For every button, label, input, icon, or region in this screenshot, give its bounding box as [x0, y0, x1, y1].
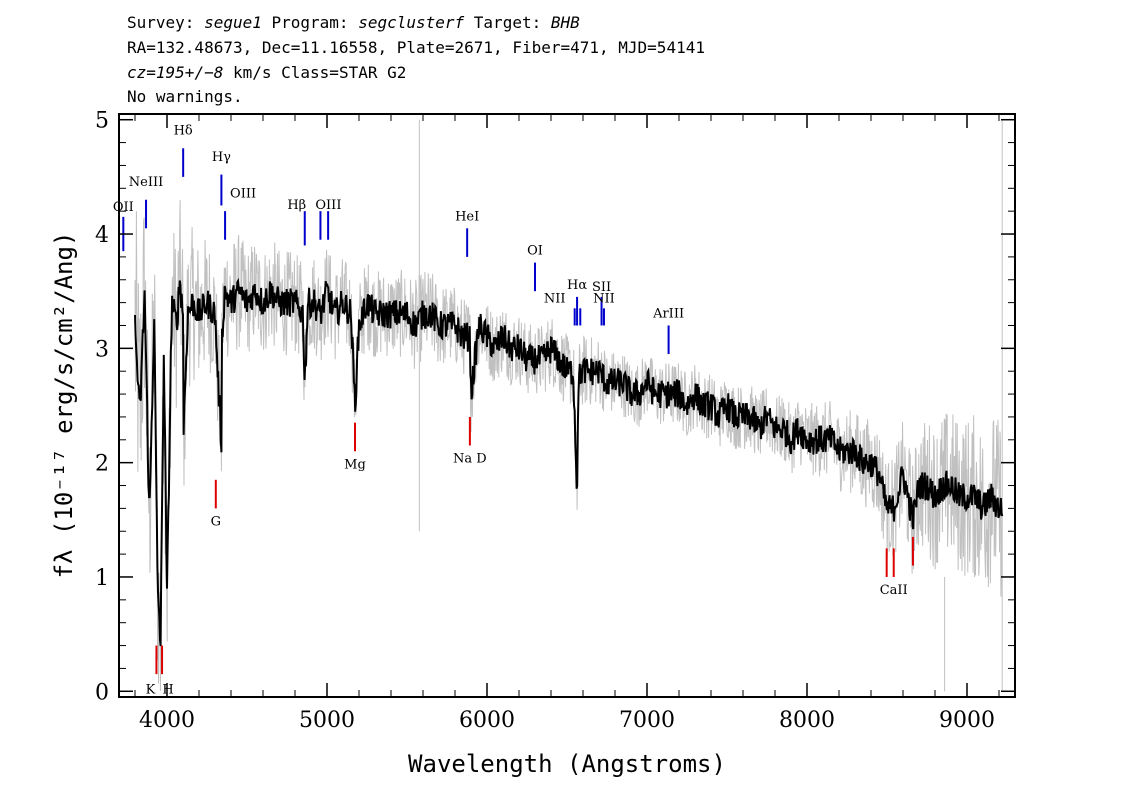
emission-line-label: NeIII — [129, 175, 163, 190]
emission-line-label: HeI — [455, 209, 479, 224]
emission-line-label: OIII — [230, 186, 256, 201]
absorption-line-label: Mg — [344, 457, 366, 472]
emission-line-label: Hγ — [212, 150, 231, 165]
absorption-line-label: CaII — [880, 583, 908, 598]
emission-line-label: NII — [544, 292, 566, 307]
y-tick-label: 4 — [95, 223, 109, 248]
x-tick-label: 9000 — [939, 708, 995, 733]
emission-line-label: Hα — [567, 278, 587, 293]
error-trace — [134, 199, 1003, 691]
axis-ticks — [119, 114, 1015, 697]
y-tick-label: 1 — [95, 566, 109, 591]
emission-line-label: SII — [592, 280, 611, 295]
header-line-4: No warnings. — [127, 87, 243, 106]
header-line-1: Survey: segue1 Program: segclusterf Targ… — [127, 13, 580, 32]
axis-tick-labels: 4000 5000 6000 7000 8000 9000 0 1 2 3 4 5 — [95, 109, 995, 733]
absorption-line-label: Na D — [453, 452, 487, 467]
plot-area — [134, 119, 1004, 692]
emission-line-label: OIII — [315, 198, 341, 213]
emission-line-label: OI — [527, 244, 543, 259]
header-line-3: cz=195+/−8 km/s Class=STAR G2 — [127, 63, 406, 82]
x-tick-label: 7000 — [619, 708, 675, 733]
header-line-2: RA=132.48673, Dec=11.16558, Plate=2671, … — [127, 38, 705, 57]
emission-line-label: NII — [593, 292, 615, 307]
absorption-line-label: K — [146, 683, 156, 698]
y-tick-label: 5 — [95, 109, 109, 134]
plot-frame — [118, 113, 1016, 698]
flux-line — [134, 277, 1004, 647]
x-tick-label: 5000 — [299, 708, 355, 733]
x-tick-label: 8000 — [779, 708, 835, 733]
x-axis-title: Wavelength (Angstroms) — [408, 750, 726, 778]
emission-line-label: Hδ — [174, 124, 193, 139]
x-tick-label: 6000 — [459, 708, 515, 733]
y-tick-label: 3 — [95, 337, 109, 362]
emission-line-label: ArIII — [652, 306, 684, 321]
y-tick-label: 2 — [95, 452, 109, 477]
absorption-line-label: H — [162, 683, 173, 698]
x-tick-label: 4000 — [139, 708, 195, 733]
y-tick-label: 0 — [95, 680, 109, 705]
absorption-line-label: G — [211, 515, 221, 530]
y-axis-title: fλ (10⁻¹⁷ erg/s/cm²/Ang) — [50, 232, 78, 579]
emission-line-label: OII — [113, 200, 134, 215]
emission-line-label: Hβ — [287, 198, 306, 213]
